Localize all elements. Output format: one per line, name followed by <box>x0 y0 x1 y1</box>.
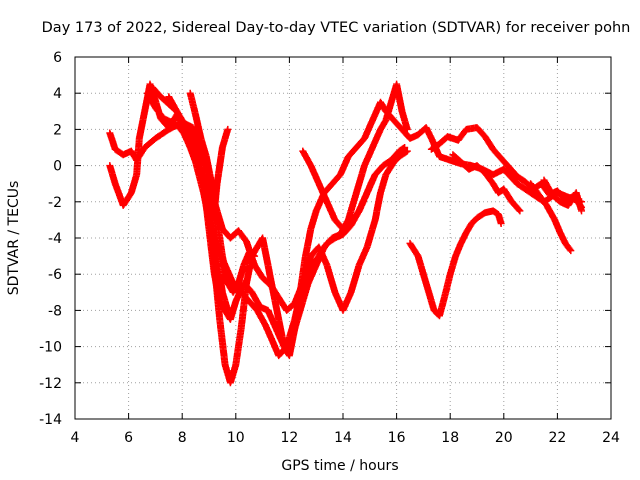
series-pass-8 <box>299 147 376 233</box>
y-tick-label: -6 <box>48 267 62 283</box>
x-tick-label: 16 <box>388 430 406 446</box>
series-pass-7 <box>210 125 232 215</box>
x-tick-label: 22 <box>548 430 566 446</box>
x-tick-label: 12 <box>280 430 298 446</box>
y-tick-label: 4 <box>53 86 62 102</box>
x-tick-label: 4 <box>71 430 80 446</box>
x-tick-label: 18 <box>441 430 459 446</box>
series-pass-12 <box>449 151 524 215</box>
series-pass-13 <box>540 176 586 215</box>
x-tick-label: 24 <box>602 430 620 446</box>
y-tick-label: -8 <box>48 303 62 319</box>
series-pass-5 <box>165 93 411 360</box>
y-tick-label: -14 <box>39 412 62 428</box>
x-tick-label: 14 <box>334 430 352 446</box>
y-axis-label: SDTVAR / TECUs <box>6 181 22 296</box>
grid-layer <box>75 57 611 419</box>
y-tick-label: -4 <box>48 231 62 247</box>
chart-title: Day 173 of 2022, Sidereal Day-to-day VTE… <box>42 20 631 36</box>
y-tick-label: -12 <box>39 376 62 392</box>
x-tick-label: 10 <box>227 430 245 446</box>
plot-frame <box>74 56 612 420</box>
y-tick-label: -10 <box>39 340 62 356</box>
y-tick-label: 2 <box>53 122 62 138</box>
series-layer <box>106 80 586 387</box>
series-pass-4 <box>149 84 409 314</box>
x-tick-label: 8 <box>178 430 187 446</box>
y-tick-label: 0 <box>53 159 62 175</box>
x-tick-label: 6 <box>124 430 133 446</box>
series-pass-1 <box>106 118 232 314</box>
x-tick-label: 20 <box>495 430 513 446</box>
y-tick-label: -2 <box>48 195 62 211</box>
series-pass-9 <box>406 207 505 320</box>
y-tick-label: 6 <box>53 50 62 66</box>
x-axis-label: GPS time / hours <box>281 458 398 474</box>
series-pass-11 <box>527 180 575 255</box>
